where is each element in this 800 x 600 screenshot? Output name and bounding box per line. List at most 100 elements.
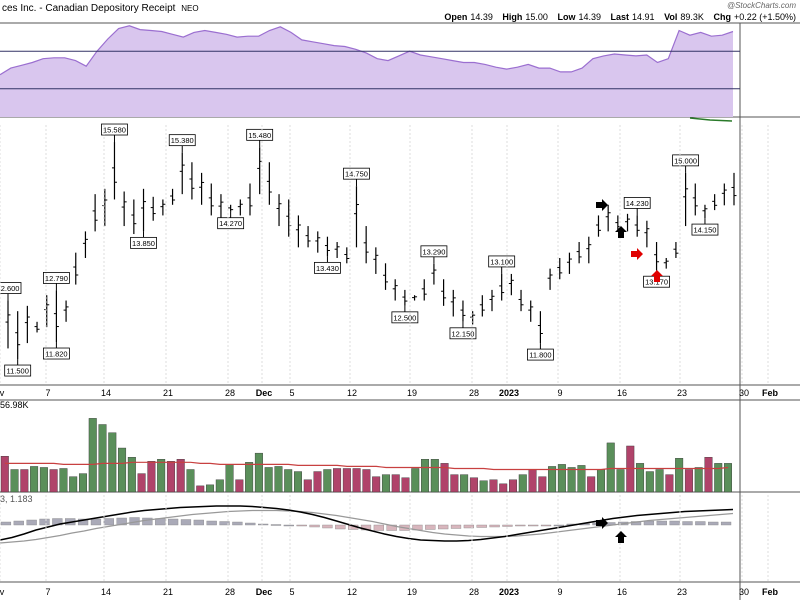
macd-histogram-bar [540, 524, 552, 527]
volume-bar [284, 469, 293, 493]
macd-label: 3, 1.183 [0, 494, 33, 504]
macd-histogram-bar [476, 524, 487, 528]
last-value: 14.91 [632, 12, 655, 22]
macd-histogram-bar [528, 524, 539, 527]
date-tick-label: 2023 [499, 388, 519, 398]
volume-bar [440, 463, 449, 493]
price-label: 11.800 [529, 351, 551, 360]
price-label-box [0, 282, 22, 294]
exchange-label: NEO [181, 4, 199, 13]
macd-histogram-bar [656, 520, 667, 526]
volume-bar [548, 466, 557, 493]
date-tick-label: v [0, 587, 5, 597]
security-title: ces Inc. - Canadian Depository Receipt N… [2, 3, 199, 14]
volume-bar [655, 469, 664, 493]
volume-bar [645, 471, 654, 493]
volume-bar [694, 467, 703, 493]
date-tick-label: 21 [163, 587, 173, 597]
date-axis-bottom: v 7 14 21 28 Dec 5 12 19 28 2023 9 16 23 30 Feb [0, 495, 778, 597]
macd-histogram-bar [142, 517, 153, 526]
date-tick-label: Dec [256, 587, 273, 597]
macd-histogram-bar [193, 519, 204, 526]
low-label: Low [557, 12, 576, 22]
date-tick-label: 23 [677, 587, 687, 597]
date-tick-label: 23 [677, 388, 687, 398]
macd-histogram-bar [425, 524, 436, 530]
date-tick-label: 28 [225, 587, 235, 597]
volume-bar [557, 464, 566, 493]
macd-histogram-bar [450, 524, 462, 529]
volume-bar [313, 471, 322, 493]
macd-histogram-bar [553, 524, 565, 527]
volume-bar [381, 474, 390, 493]
price-label: 11.500 [6, 367, 28, 376]
volume-bar [69, 476, 78, 493]
date-tick-label: v [0, 388, 5, 398]
volume-bar [118, 447, 127, 493]
date-tick-label: 12 [347, 587, 357, 597]
macd-histogram-bar [309, 524, 320, 528]
volume-bar [509, 479, 517, 493]
macd-histogram-bar [77, 518, 89, 526]
volume-bar [264, 467, 273, 493]
price-arrow-up-black [615, 226, 627, 238]
date-tick-label: 16 [617, 587, 627, 597]
volume-bar [479, 480, 488, 493]
volume-bar [137, 473, 146, 493]
price-label-box [217, 217, 245, 230]
rsi-area [0, 25, 733, 117]
macd-histogram-bar [257, 523, 269, 526]
date-tick-label: 7 [45, 587, 50, 597]
date-tick-label: 5 [289, 388, 294, 398]
volume-bar [577, 465, 586, 493]
price-label: 13.100 [490, 257, 513, 266]
price-label: 14.230 [626, 199, 649, 208]
price-label-box [168, 134, 196, 147]
price-label: 15.580 [103, 126, 126, 135]
date-tick-label: Feb [762, 587, 779, 597]
price-label: 14.150 [693, 226, 716, 235]
date-tick-label: 28 [225, 388, 235, 398]
volume-bar [108, 432, 117, 493]
macd-histogram-bar [322, 524, 333, 529]
macd-line [0, 505, 734, 542]
last-label: Last [610, 12, 630, 22]
price-arrow-right-red [631, 248, 643, 260]
date-tick-label: 28 [469, 587, 479, 597]
date-tick-label: 19 [407, 388, 417, 398]
rsi-line [0, 25, 734, 76]
vol-label: Vol [664, 12, 678, 22]
volume-bar [39, 467, 48, 493]
high-value: 15.00 [525, 12, 548, 22]
volume-bar [606, 442, 615, 493]
signal-arrows [596, 199, 663, 543]
price-label: 15.380 [171, 136, 194, 145]
price-label: 13.430 [316, 264, 339, 273]
rsi-green-line [689, 117, 733, 122]
volume-bar [636, 463, 645, 493]
price-label-box [527, 348, 554, 361]
volume-bar [391, 474, 400, 493]
volume-bar [596, 469, 605, 493]
volume-bar [254, 452, 263, 493]
open-label: Open [444, 12, 468, 22]
volume-bar [567, 467, 576, 493]
high-label: High [502, 12, 523, 22]
date-tick-label: Feb [762, 388, 779, 398]
volume-bar [469, 477, 478, 493]
volume-bar [411, 468, 420, 493]
volume-bar [714, 463, 723, 493]
macd-histogram-bar [515, 524, 526, 527]
volume-bar [616, 469, 625, 493]
volume-bar [30, 466, 39, 493]
volume-bar [49, 469, 58, 493]
macd-histogram-bar [206, 520, 217, 526]
price-label-box [43, 347, 70, 360]
date-tick-label: 12 [347, 388, 357, 398]
macd-histogram-bar [695, 521, 706, 526]
rsi-panel [0, 25, 740, 122]
volume-bar [333, 468, 342, 493]
price-label-box [43, 272, 70, 284]
chg-value: +0.22 (+1.50%) [733, 12, 796, 22]
